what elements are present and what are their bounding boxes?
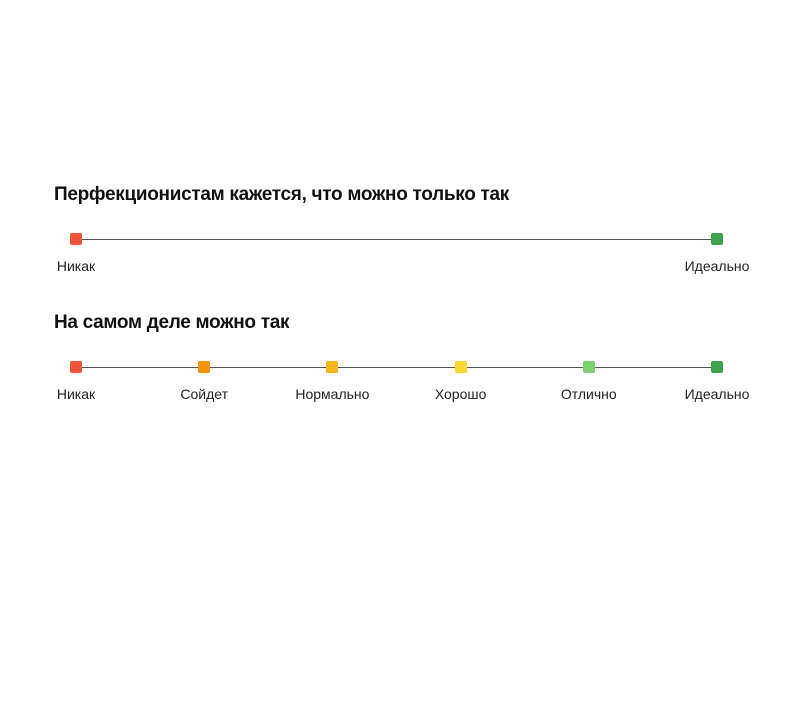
scale-label: Сойдет bbox=[180, 386, 228, 402]
quality-scale: Никак Идеально bbox=[0, 232, 800, 274]
scale-marker bbox=[70, 233, 82, 245]
scale-marker bbox=[198, 361, 211, 373]
section-title: На самом деле можно так bbox=[54, 312, 290, 333]
scale-marker bbox=[454, 361, 467, 373]
scale-label: Идеально bbox=[684, 386, 750, 402]
quality-scale: Никак Сойдет Нормально Хорошо Отлично Идеальн… bbox=[0, 360, 800, 402]
scale-marker bbox=[582, 361, 595, 373]
scale-marker bbox=[326, 361, 339, 373]
section-title: Перфекционистам кажется, что можно тольк… bbox=[54, 184, 509, 205]
scale-label: Отлично bbox=[560, 386, 617, 402]
scale-label: Никак bbox=[56, 386, 96, 402]
scale-line bbox=[76, 239, 717, 240]
scale-label: Никак bbox=[56, 258, 96, 274]
scale-marker bbox=[711, 233, 723, 245]
scale-label: Нормально bbox=[295, 386, 370, 402]
scale-label: Идеально bbox=[684, 258, 750, 274]
scale-label: Хорошо bbox=[434, 386, 487, 402]
scale-marker bbox=[70, 361, 82, 373]
scale-line bbox=[76, 367, 717, 368]
scale-marker bbox=[711, 361, 723, 373]
